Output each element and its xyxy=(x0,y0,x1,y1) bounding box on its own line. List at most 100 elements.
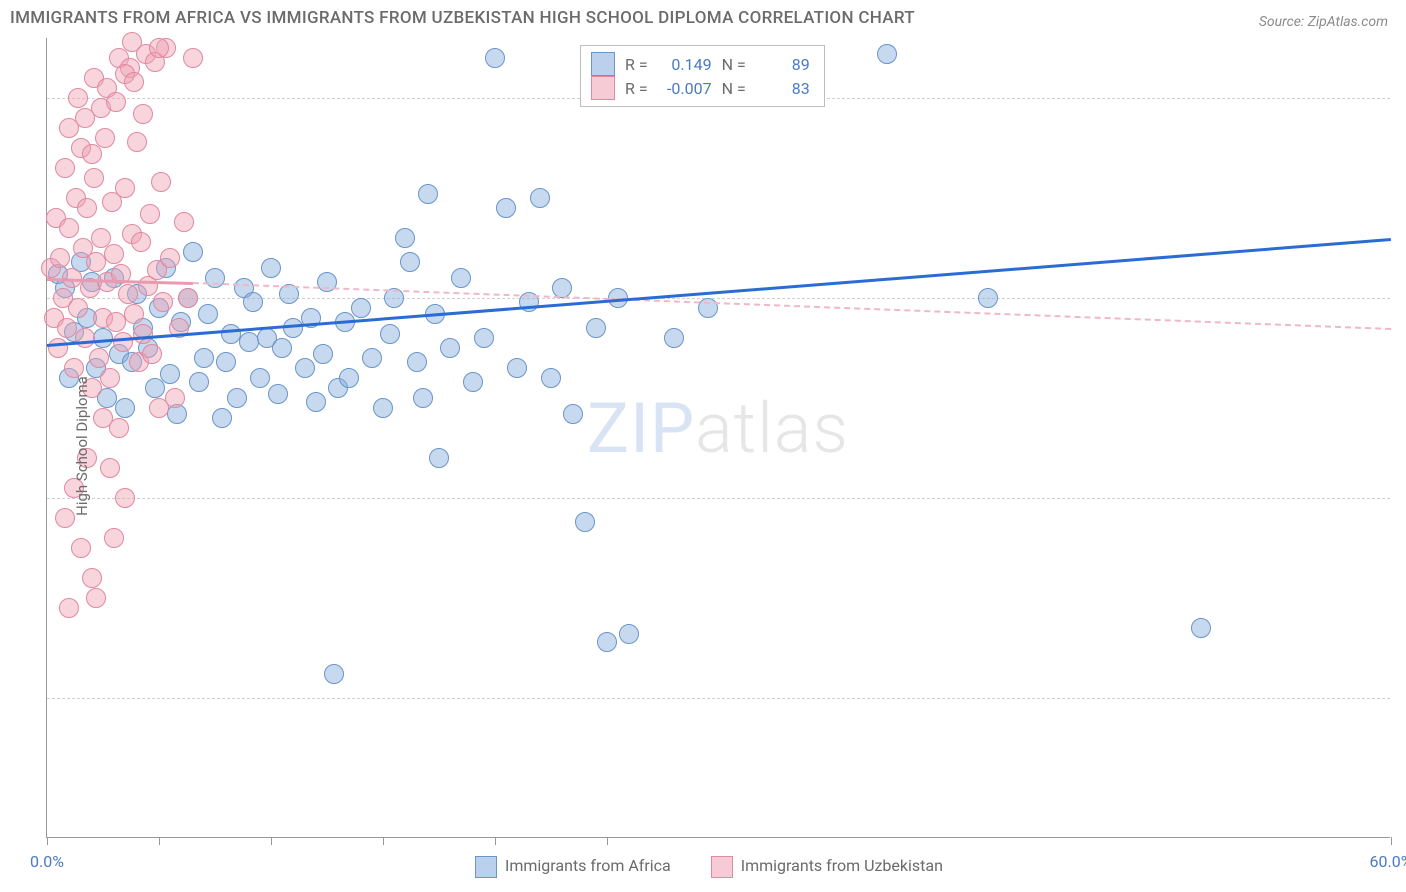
watermark-zip: ZIP xyxy=(587,388,695,470)
trend-line xyxy=(193,282,1391,330)
data-point xyxy=(619,624,639,644)
data-point xyxy=(89,348,109,368)
x-tick xyxy=(383,837,384,845)
data-point xyxy=(261,258,281,278)
data-point xyxy=(133,324,153,344)
data-point xyxy=(395,228,415,248)
data-point xyxy=(400,252,420,272)
data-point xyxy=(100,368,120,388)
data-point xyxy=(48,338,68,358)
data-point xyxy=(174,212,194,232)
data-point xyxy=(877,44,897,64)
data-point xyxy=(474,328,494,348)
data-point xyxy=(104,528,124,548)
x-tick xyxy=(495,837,496,845)
data-point xyxy=(95,128,115,148)
data-point xyxy=(127,132,147,152)
data-point xyxy=(113,332,133,352)
data-point xyxy=(306,392,326,412)
data-point xyxy=(71,538,91,558)
data-point xyxy=(115,178,135,198)
data-point xyxy=(496,198,516,218)
watermark-atlas: atlas xyxy=(695,388,849,470)
data-point xyxy=(351,298,371,318)
data-point xyxy=(485,48,505,68)
data-point xyxy=(313,344,333,364)
chart-title: IMMIGRANTS FROM AFRICA VS IMMIGRANTS FRO… xyxy=(10,8,915,28)
data-point xyxy=(418,184,438,204)
data-point xyxy=(250,368,270,388)
data-point xyxy=(122,32,142,52)
r-value-pink: -0.007 xyxy=(658,79,712,98)
data-point xyxy=(86,588,106,608)
data-point xyxy=(68,88,88,108)
data-point xyxy=(563,404,583,424)
data-point xyxy=(212,408,232,428)
data-point xyxy=(373,398,393,418)
data-point xyxy=(140,204,160,224)
data-point xyxy=(451,268,471,288)
y-axis-label: High School Diploma xyxy=(73,376,91,516)
data-point xyxy=(1191,618,1211,638)
data-point xyxy=(268,384,288,404)
n-value-blue: 89 xyxy=(756,55,810,74)
data-point xyxy=(160,364,180,384)
data-point xyxy=(100,458,120,478)
data-point xyxy=(115,488,135,508)
x-tick-label: 60.0% xyxy=(1370,852,1406,871)
r-label: R = xyxy=(625,79,648,98)
data-point xyxy=(124,304,144,324)
plot-area: ZIPatlas 70.0%80.0%90.0%100.0%0.0%60.0% xyxy=(46,38,1390,838)
series-legend-label: Immigrants from Uzbekistan xyxy=(741,856,943,875)
x-tick xyxy=(1391,837,1392,845)
data-point xyxy=(77,198,97,218)
data-point xyxy=(194,348,214,368)
data-point xyxy=(75,328,95,348)
data-point xyxy=(429,448,449,468)
data-point xyxy=(64,358,84,378)
data-point xyxy=(239,332,259,352)
legend-swatch-pink xyxy=(591,76,615,100)
x-tick xyxy=(47,837,48,845)
x-tick xyxy=(607,837,608,845)
data-point xyxy=(530,188,550,208)
data-point xyxy=(575,512,595,532)
data-point xyxy=(118,284,138,304)
data-point xyxy=(124,72,144,92)
series-legend-label: Immigrants from Africa xyxy=(505,856,671,875)
n-label: N = xyxy=(722,55,746,74)
data-point xyxy=(145,378,165,398)
data-point xyxy=(541,368,561,388)
legend-swatch-blue xyxy=(591,52,615,76)
stats-legend-row-pink: R = -0.007 N = 83 xyxy=(591,76,810,100)
data-point xyxy=(380,324,400,344)
watermark: ZIPatlas xyxy=(587,388,849,470)
data-point xyxy=(115,398,135,418)
n-label: N = xyxy=(722,79,746,98)
data-point xyxy=(59,218,79,238)
data-point xyxy=(149,38,169,58)
data-point xyxy=(227,388,247,408)
data-point xyxy=(104,244,124,264)
r-value-blue: 0.149 xyxy=(658,55,712,74)
n-value-pink: 83 xyxy=(756,79,810,98)
data-point xyxy=(106,92,126,112)
data-point xyxy=(463,372,483,392)
data-point xyxy=(109,418,129,438)
data-point xyxy=(142,344,162,364)
data-point xyxy=(440,338,460,358)
data-point xyxy=(362,348,382,368)
data-point xyxy=(160,248,180,268)
data-point xyxy=(59,598,79,618)
data-point xyxy=(407,352,427,372)
data-point xyxy=(413,388,433,408)
data-point xyxy=(597,632,617,652)
stats-legend: R = 0.149 N = 89 R = -0.007 N = 83 xyxy=(580,45,825,107)
data-point xyxy=(55,158,75,178)
x-tick xyxy=(159,837,160,845)
data-point xyxy=(978,288,998,308)
data-point xyxy=(178,288,198,308)
gridline xyxy=(47,498,1390,499)
data-point xyxy=(243,292,263,312)
stats-legend-row-blue: R = 0.149 N = 89 xyxy=(591,52,810,76)
